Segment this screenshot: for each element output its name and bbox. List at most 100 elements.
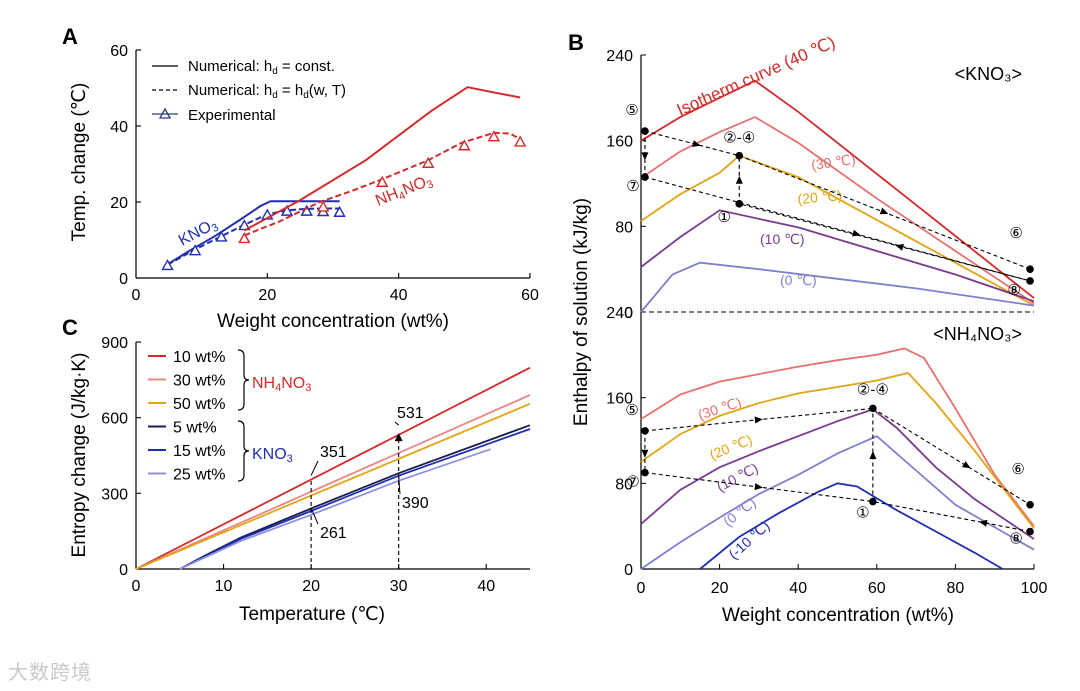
panel-b-isotherm-0-3	[640, 209, 1035, 303]
panel-c-legend-group-nh4no3: NH4NO3	[252, 375, 311, 394]
panel-b-cycle-path	[644, 130, 740, 157]
panel-b-isotherm-label: (30 ℃)	[810, 151, 856, 173]
panel-c-legend-label: 30 wt%	[173, 373, 225, 390]
panel-b-cycle-arrow	[641, 449, 649, 458]
panel-b-cycle-label: ①	[718, 209, 731, 226]
panel-c-arrowhead	[394, 433, 403, 442]
panel-c-x-tick-label: 30	[390, 578, 408, 595]
panel-c-y-tick-label: 300	[101, 486, 128, 503]
panel-b-cycle-label: ⑧	[1009, 531, 1022, 548]
panel-b-cycle-point	[869, 497, 877, 506]
panel-c-legend-brace	[237, 349, 250, 411]
panel-a-experimental-marker	[513, 135, 527, 147]
panel-a-experimental-marker	[376, 175, 389, 187]
panel-c-legend-label: 25 wt%	[173, 467, 225, 484]
panel-b-cycle-point	[1026, 527, 1034, 536]
panel-a-experimental-marker	[238, 232, 251, 244]
panel-a-x-tick-label: 60	[521, 287, 539, 304]
panel-a-y-tick-label: 0	[119, 271, 128, 288]
panel-b-cycle-label: ②-④	[723, 130, 755, 147]
panel-c-chart: 0 10 20 30 40 0 300 600 900 351 261 531 390 Tempera…	[69, 335, 531, 625]
panel-a-xlabel: Weight concentration (wt%)	[217, 311, 449, 332]
panel-a-experimental-marker	[422, 156, 435, 168]
panel-b-isotherm-label: (0 ℃)	[780, 272, 817, 288]
panel-b-isotherm-1-2	[640, 408, 1035, 540]
panel-c-ylabel: Entropy change (J/kg·K)	[69, 353, 90, 558]
panel-b-isotherm-0-4	[640, 261, 1035, 313]
panel-a-legend: Numerical: hd = const. Numerical: hd = h…	[152, 58, 346, 124]
panel-a-experimental-marker	[458, 139, 471, 151]
panel-b-y-tick-label: 80	[615, 476, 633, 493]
panel-c-annotation-leader	[394, 421, 399, 426]
panel-b-isotherm-0-2	[640, 154, 1035, 307]
panel-c-legend-label: 5 wt%	[173, 420, 217, 437]
panel-c-series-line-2	[135, 402, 531, 570]
panel-b-isotherm-0-0	[640, 79, 1035, 299]
panel-b-isotherm-label: (10 ℃)	[714, 460, 761, 495]
panel-label-c: C	[62, 315, 78, 340]
panel-a-x-tick-label: 20	[258, 287, 276, 304]
panel-b-x-tick-label: 100	[1021, 580, 1048, 597]
panel-a-experimental-marker	[487, 130, 501, 142]
panel-b-isotherm-label: (30 ℃)	[696, 394, 743, 423]
panel-b-ylabel: Enthalpy of solution (kJ/kg)	[571, 198, 592, 426]
panel-a-x-tick-label: 40	[390, 287, 408, 304]
panel-c-annotation-label: 531	[397, 405, 424, 422]
panel-b-cycle-label: ⑧	[1007, 282, 1020, 299]
panel-b-cycle-label: ②-④	[857, 381, 889, 398]
panel-a-y-tick-label: 20	[110, 195, 128, 212]
panel-c-x-tick-label: 40	[477, 578, 495, 595]
panel-c-xlabel: Temperature (℃)	[239, 604, 385, 625]
panel-b-cycle-point	[1026, 265, 1034, 273]
panel-b-y-tick-label: 160	[606, 134, 633, 151]
panel-c-x-tick-label: 20	[302, 578, 320, 595]
panel-b-isotherm-label: (20 ℃)	[797, 187, 843, 207]
panel-c-x-tick-label: 10	[215, 578, 233, 595]
panel-b-cycle-path	[872, 407, 1031, 506]
panel-b-cycle-label: ⑥	[1009, 225, 1022, 242]
panel-a-series-line-4	[244, 131, 521, 237]
nh4no3-title: <NH₄NO₃>	[933, 324, 1022, 344]
panel-a-experimental-marker	[215, 230, 228, 242]
panel-b-isotherm-label: Isotherm curve (40 ℃)	[674, 33, 838, 120]
panel-c-y-tick-label: 900	[101, 335, 128, 352]
panel-b-cycle-label: ⑦	[626, 474, 639, 491]
panel-b-cycle-label: ⑥	[1011, 461, 1024, 478]
panel-c-annotation-leader	[310, 460, 319, 476]
panel-b-cycle-arrow	[692, 140, 701, 147]
panel-b-cycle-arrow	[978, 519, 988, 527]
panel-b-y-tick-label: 0	[624, 562, 633, 579]
panel-c-annotation-leader	[310, 507, 319, 525]
panel-b-cycle-arrow	[879, 207, 889, 215]
panel-c-series-line-4	[179, 428, 531, 570]
panel-c-x-tick-label: 0	[132, 578, 141, 595]
panel-c-series-line-1	[135, 394, 531, 570]
panel-b-x-tick-label: 40	[789, 580, 807, 597]
panel-b-cycle-arrow	[852, 229, 861, 237]
panel-a-experimental-marker	[316, 200, 330, 212]
panel-b-cycle-arrow	[754, 483, 763, 491]
panel-b-isotherm-1-3	[640, 435, 1035, 570]
watermark: 大数跨境	[8, 660, 92, 684]
panel-c-legend-label: 50 wt%	[173, 396, 225, 413]
panel-c-series-line-0	[135, 366, 531, 570]
panel-c-y-tick-label: 600	[101, 411, 128, 428]
panel-b-isotherm-1-4	[699, 482, 1004, 570]
panel-a-x-tick-label: 0	[132, 287, 141, 304]
panel-a-experimental-marker	[333, 205, 346, 217]
panel-c-annotation-leader	[398, 475, 401, 495]
panel-b-isotherm-0-1	[640, 116, 1035, 305]
panel-b-x-tick-label: 80	[947, 580, 965, 597]
panel-b-cycle-point	[641, 173, 649, 181]
panel-b-x-tick-label: 60	[868, 580, 886, 597]
panel-b-cycle-arrow	[961, 461, 971, 469]
panel-c-annotation-label: 390	[402, 495, 429, 512]
panel-b-y-tick-label: 240	[606, 48, 633, 65]
panel-a-chart: 0 20 40 60 0 20 40 60 Weight concentration (wt%…	[69, 43, 539, 332]
panel-b-y-tick-label: 240	[606, 305, 633, 322]
panel-b-cycle-point	[869, 404, 877, 413]
panel-c-legend-label: 10 wt%	[173, 349, 225, 366]
panel-b-cycle-arrow	[754, 416, 763, 424]
